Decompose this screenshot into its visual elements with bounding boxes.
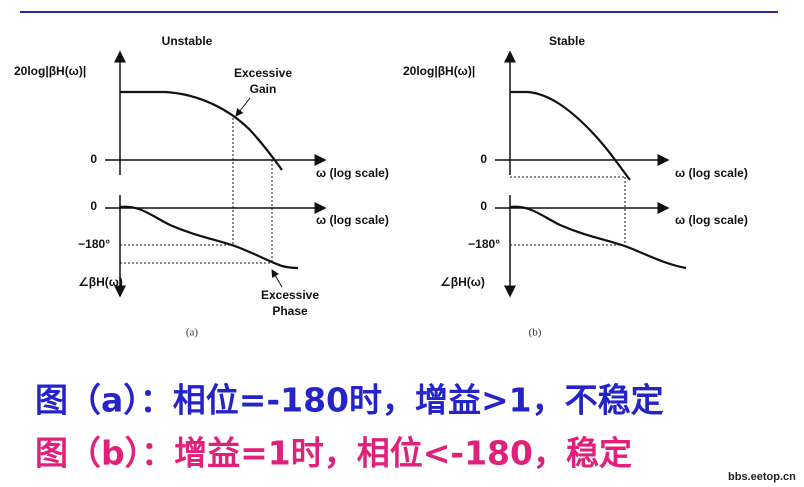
- annotation: Gain: [250, 82, 277, 96]
- axis-label: −180°: [78, 237, 110, 251]
- note: 图（a）：相位=-180时，增益>1，不稳定: [35, 381, 664, 420]
- phase-curve: [119, 205, 299, 270]
- axis-label: 0: [480, 152, 487, 166]
- axis-label: ∠βH(ω): [440, 275, 485, 289]
- caption: (b): [529, 327, 542, 339]
- arrow: [235, 97, 251, 117]
- axis-label: ω (log scale): [675, 166, 748, 180]
- axis-label: ω (log scale): [316, 213, 389, 227]
- guide: [120, 244, 272, 264]
- panel-a: Unstable 20log|βH(ω)| 0 ω (log scale) Ex…: [14, 34, 389, 338]
- axis-label: 0: [90, 152, 97, 166]
- guide: [510, 176, 626, 245]
- panel-b: Stable 20log|βH(ω)| 0 ω (log scale) 0 ω …: [403, 34, 748, 338]
- axis-label: ω (log scale): [675, 213, 748, 227]
- caption: (a): [186, 327, 199, 339]
- axis-label: 20log|βH(ω)|: [14, 64, 86, 78]
- annotation: Excessive: [234, 66, 292, 80]
- magnitude-curve: [510, 90, 631, 181]
- watermark: bbs.eetop.cn: [728, 471, 796, 483]
- axis-label: −180°: [468, 237, 500, 251]
- annotation: Excessive: [261, 288, 319, 302]
- phase-curve: [509, 205, 687, 270]
- guide: [232, 118, 273, 263]
- axis-label: 0: [480, 199, 487, 213]
- magnitude-curve: [120, 90, 283, 171]
- axis-label: 0: [90, 199, 97, 213]
- panel-title: Stable: [549, 34, 585, 48]
- annotation: Phase: [272, 304, 308, 318]
- arrow: [271, 269, 283, 288]
- axis-label: ∠βH(ω): [78, 275, 123, 289]
- panel-title: Unstable: [162, 34, 213, 48]
- axis-label: 20log|βH(ω)|: [403, 64, 475, 78]
- note: 图（b）：增益=1时，相位<-180，稳定: [35, 434, 632, 473]
- axis-label: ω (log scale): [316, 166, 389, 180]
